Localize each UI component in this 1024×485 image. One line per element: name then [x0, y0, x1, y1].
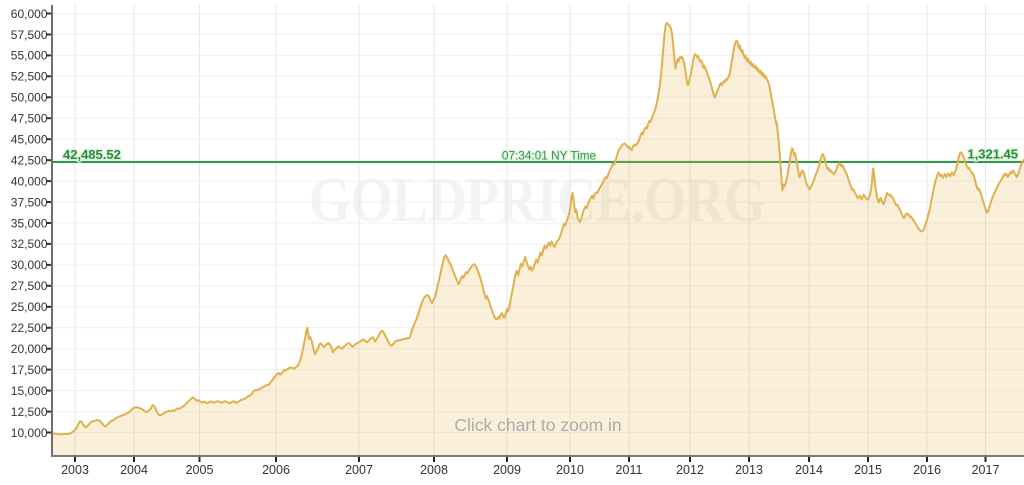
- svg-text:50,000: 50,000: [11, 91, 48, 105]
- svg-text:42,500: 42,500: [11, 154, 48, 168]
- svg-text:35,000: 35,000: [11, 216, 48, 230]
- svg-text:1,321.45: 1,321.45: [967, 147, 1018, 162]
- svg-text:10,000: 10,000: [11, 426, 48, 440]
- svg-text:60,000: 60,000: [11, 7, 48, 21]
- svg-text:2007: 2007: [345, 463, 373, 477]
- svg-text:2006: 2006: [262, 463, 290, 477]
- svg-text:2012: 2012: [676, 463, 704, 477]
- svg-text:27,500: 27,500: [11, 279, 48, 293]
- svg-text:2014: 2014: [795, 463, 823, 477]
- svg-text:55,000: 55,000: [11, 49, 48, 63]
- svg-text:07:34:01 NY Time: 07:34:01 NY Time: [502, 148, 597, 162]
- svg-text:1,321.45: 1,321.45: [967, 147, 1018, 162]
- svg-text:42,485.52: 42,485.52: [63, 147, 121, 162]
- svg-text:12,500: 12,500: [11, 405, 48, 419]
- svg-text:30,000: 30,000: [11, 258, 48, 272]
- svg-text:2013: 2013: [735, 463, 763, 477]
- svg-text:52,500: 52,500: [11, 70, 48, 84]
- svg-text:2010: 2010: [556, 463, 584, 477]
- svg-text:2008: 2008: [420, 463, 448, 477]
- svg-text:2004: 2004: [120, 463, 148, 477]
- svg-text:15,000: 15,000: [11, 384, 48, 398]
- svg-text:17,500: 17,500: [11, 363, 48, 377]
- svg-text:22,500: 22,500: [11, 321, 48, 335]
- svg-text:2015: 2015: [854, 463, 882, 477]
- svg-text:2017: 2017: [972, 463, 1000, 477]
- svg-text:25,000: 25,000: [11, 300, 48, 314]
- svg-text:45,000: 45,000: [11, 133, 48, 147]
- svg-text:07:34:01 NY Time: 07:34:01 NY Time: [502, 148, 597, 162]
- svg-text:32,500: 32,500: [11, 237, 48, 251]
- svg-text:2016: 2016: [913, 463, 941, 477]
- svg-text:Click chart to zoom in: Click chart to zoom in: [454, 415, 621, 435]
- svg-text:37,500: 37,500: [11, 195, 48, 209]
- svg-text:2003: 2003: [61, 463, 89, 477]
- svg-text:20,000: 20,000: [11, 342, 48, 356]
- svg-text:2005: 2005: [186, 463, 214, 477]
- svg-text:2011: 2011: [616, 463, 643, 477]
- svg-text:40,000: 40,000: [11, 174, 48, 188]
- svg-text:2009: 2009: [493, 463, 521, 477]
- svg-text:47,500: 47,500: [11, 112, 48, 126]
- svg-text:42,485.52: 42,485.52: [63, 147, 121, 162]
- svg-text:57,500: 57,500: [11, 28, 48, 42]
